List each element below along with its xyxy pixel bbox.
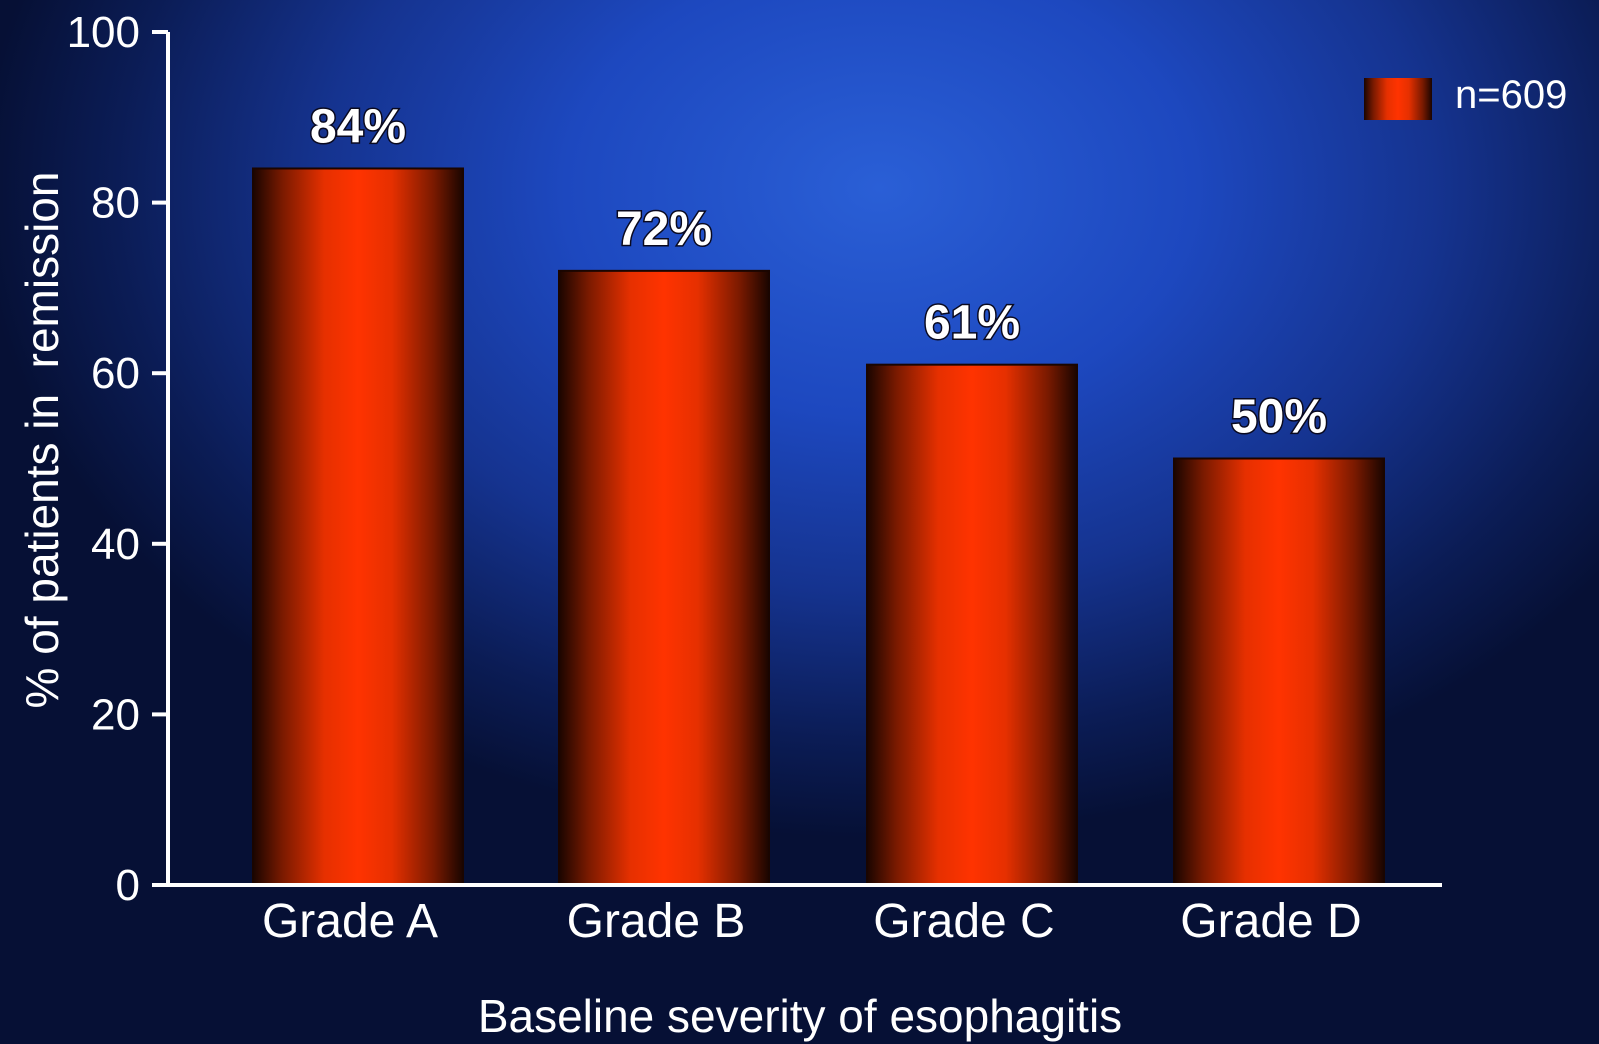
data-label-grade-c: 61%	[924, 297, 1020, 350]
data-labels: 84% 72% 61% 50%	[308, 99, 1328, 445]
bar-grade-d	[1173, 457, 1385, 886]
legend: n=609	[1364, 73, 1567, 120]
y-axis-ticks: 0 20 40 60 80 100	[67, 8, 168, 910]
data-label-grade-d: 50%	[1231, 391, 1327, 444]
bar-grade-a	[252, 167, 464, 887]
y-tick-label: 40	[91, 520, 140, 569]
data-label-grade-a: 84%	[310, 100, 406, 153]
y-tick-label: 100	[67, 8, 140, 57]
y-tick-label: 60	[91, 349, 140, 398]
x-tick-label: Grade C	[873, 895, 1054, 948]
x-axis-title: Baseline severity of esophagitis	[478, 990, 1122, 1042]
bars	[252, 167, 1385, 887]
bar-grade-b	[558, 269, 770, 886]
data-label-grade-b: 72%	[616, 203, 712, 256]
x-axis-categories: Grade A Grade B Grade C Grade D	[262, 895, 1362, 948]
x-tick-label: Grade A	[262, 895, 438, 948]
x-tick-label: Grade D	[1180, 895, 1361, 948]
y-tick-label: 0	[116, 861, 140, 910]
legend-label: n=609	[1455, 73, 1567, 117]
y-axis-title: % of patients in remission	[16, 172, 68, 709]
y-tick-label: 80	[91, 179, 140, 228]
y-tick-label: 20	[91, 690, 140, 739]
bar-grade-c	[866, 363, 1078, 887]
x-tick-label: Grade B	[567, 895, 746, 948]
legend-swatch	[1364, 78, 1432, 120]
